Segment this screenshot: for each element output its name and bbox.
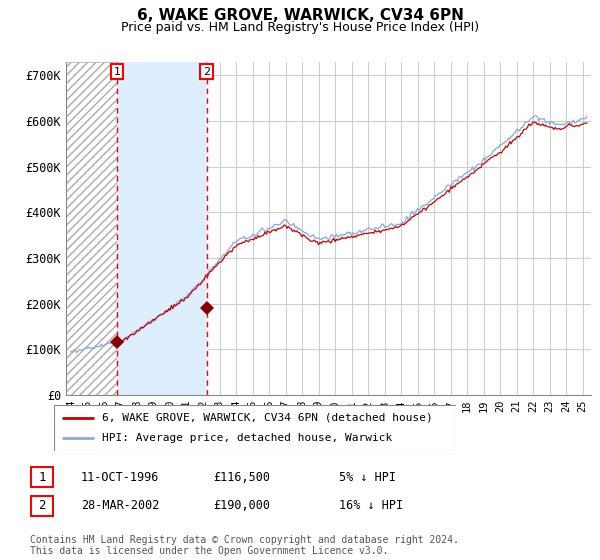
- Text: 16% ↓ HPI: 16% ↓ HPI: [339, 499, 403, 512]
- Text: HPI: Average price, detached house, Warwick: HPI: Average price, detached house, Warw…: [102, 433, 392, 443]
- Text: 5% ↓ HPI: 5% ↓ HPI: [339, 470, 396, 484]
- Text: 28-MAR-2002: 28-MAR-2002: [81, 499, 160, 512]
- Text: 2: 2: [38, 499, 46, 512]
- Bar: [117, 62, 207, 395]
- FancyBboxPatch shape: [54, 405, 456, 451]
- Bar: [66, 62, 117, 395]
- Text: 2: 2: [203, 67, 211, 77]
- FancyBboxPatch shape: [31, 467, 53, 487]
- FancyBboxPatch shape: [31, 496, 53, 516]
- Text: £116,500: £116,500: [213, 470, 270, 484]
- Text: 1: 1: [113, 67, 121, 77]
- Text: Price paid vs. HM Land Registry's House Price Index (HPI): Price paid vs. HM Land Registry's House …: [121, 21, 479, 34]
- Text: 11-OCT-1996: 11-OCT-1996: [81, 470, 160, 484]
- Text: £190,000: £190,000: [213, 499, 270, 512]
- Text: 1: 1: [38, 470, 46, 484]
- Text: 6, WAKE GROVE, WARWICK, CV34 6PN (detached house): 6, WAKE GROVE, WARWICK, CV34 6PN (detach…: [102, 413, 433, 423]
- Text: Contains HM Land Registry data © Crown copyright and database right 2024.
This d: Contains HM Land Registry data © Crown c…: [30, 535, 459, 557]
- Text: 6, WAKE GROVE, WARWICK, CV34 6PN: 6, WAKE GROVE, WARWICK, CV34 6PN: [137, 8, 463, 24]
